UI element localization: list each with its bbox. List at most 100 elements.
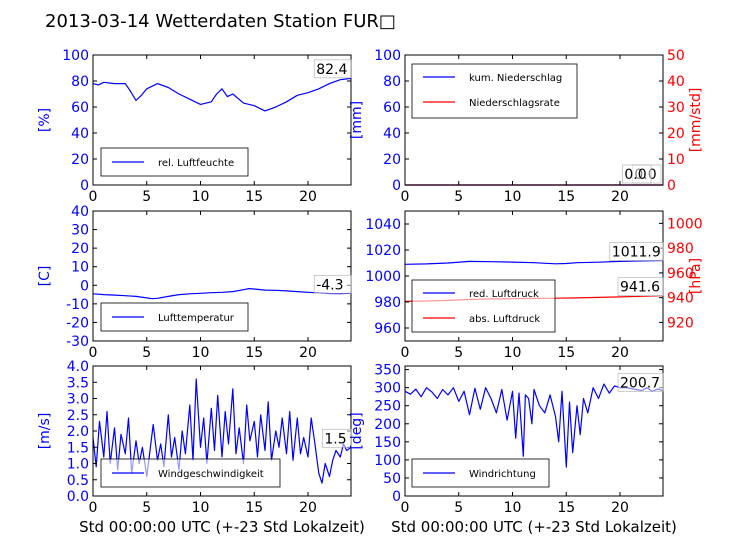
pressure-y-tick-label: 960 — [374, 321, 401, 337]
precipitation-legend-box — [411, 63, 578, 119]
wind-speed-x-axis-label: Std 00:00:00 UTC (+-23 Std Lokalzeit) — [79, 518, 365, 536]
temperature-x-tick-label: 5 — [142, 345, 151, 361]
figure-title: 2013-03-14 Wetterdaten Station FUR□ — [45, 11, 396, 32]
humidity-x-tick-label: 10 — [192, 189, 210, 205]
wind-direction-y-tick-label: 0 — [392, 489, 401, 505]
wind-direction-x-tick-label: 10 — [504, 500, 522, 516]
pressure-y-tick-label: 1040 — [365, 217, 401, 233]
wind-direction-legend-label: Windrichtung — [469, 469, 536, 480]
pressure-x-tick-label: 15 — [557, 345, 575, 361]
pressure-series-line-1 — [404, 259, 664, 265]
wind-direction-x-axis-label: Std 00:00:00 UTC (+-23 Std Lokalzeit) — [391, 518, 677, 536]
pressure-value-annotation: 1011.9 — [612, 245, 661, 261]
pressure-value-annotation-box — [609, 242, 664, 261]
humidity-legend-label: rel. Luftfeuchte — [158, 158, 234, 169]
precipitation-y-axis-label: [mm] — [349, 101, 365, 139]
precipitation-value-annotation-box — [622, 164, 652, 184]
wind-speed-y-axis-label: [m/s] — [37, 413, 53, 450]
wind-direction-x-tick-label: 5 — [454, 500, 463, 516]
precipitation-y2-tick-label: 30 — [667, 100, 685, 116]
wind-speed-y-tick-label: 1.5 — [67, 440, 89, 456]
wind-speed-y-tick-label: 3.0 — [67, 392, 89, 408]
wind-speed-y-tick-label: 3.5 — [67, 375, 89, 391]
precipitation-plot-frame — [404, 54, 664, 186]
humidity-series-line-1 — [92, 77, 352, 112]
temperature-series-line-1 — [92, 288, 352, 300]
temperature-y-tick-label: 10 — [71, 260, 89, 276]
precipitation-x-tick-label: 5 — [454, 189, 463, 205]
pressure-x-tick-label: 20 — [611, 345, 629, 361]
temperature-y-tick-label: -30 — [66, 334, 89, 350]
temperature-x-tick-label: 0 — [89, 345, 98, 361]
pressure-y-tick-label: 1000 — [365, 269, 401, 285]
wind-direction-x-tick-label: 20 — [611, 500, 629, 516]
humidity-value-annotation-box — [313, 59, 352, 79]
wind-direction-y-tick-label: 350 — [374, 363, 401, 379]
wind-direction-plot-frame — [404, 365, 664, 497]
precipitation-legend-label: Niederschlagsrate — [469, 98, 560, 109]
pressure-y2-tick-label: 920 — [667, 315, 694, 331]
pressure-y2-tick-label: 1000 — [667, 216, 703, 232]
wind-speed-value-annotation: 1.5 — [324, 431, 346, 447]
precipitation-x-tick-label: 15 — [557, 189, 575, 205]
pressure-x-tick-label: 10 — [504, 345, 522, 361]
wind-speed-y-tick-label: 2.5 — [67, 408, 89, 424]
wind-direction-y-tick-label: 300 — [374, 381, 401, 397]
wind-speed-x-tick-label: 5 — [142, 500, 151, 516]
humidity-y-tick-label: 0 — [80, 178, 89, 194]
temperature-y-tick-label: 40 — [71, 204, 89, 220]
pressure-value-annotation: 941.6 — [620, 280, 660, 296]
pressure-y2-tick-label: 940 — [667, 291, 694, 307]
humidity-plot-frame — [92, 54, 352, 186]
wind-speed-y-tick-label: 1.0 — [67, 457, 89, 473]
humidity-y-tick-label: 80 — [71, 74, 89, 90]
temperature-value-annotation: -4.3 — [316, 277, 343, 293]
humidity-x-tick-label: 0 — [89, 189, 98, 205]
temperature-x-tick-label: 15 — [245, 345, 263, 361]
precipitation-y2-tick-label: 0 — [667, 178, 676, 194]
humidity-y-tick-label: 100 — [62, 48, 89, 64]
wind-speed-legend-label: Windgeschwindigkeit — [158, 469, 264, 480]
temperature-y-axis-label: [C] — [37, 266, 53, 287]
wind-speed-x-tick-label: 0 — [89, 500, 98, 516]
wind-speed-x-tick-label: 20 — [299, 500, 317, 516]
wind-direction-y-axis-label: [deg] — [349, 412, 365, 449]
humidity-y-tick-label: 20 — [71, 152, 89, 168]
precipitation-y-tick-label: 80 — [383, 74, 401, 90]
wind-speed-y-tick-label: 0.0 — [67, 489, 89, 505]
temperature-y-tick-label: 30 — [71, 223, 89, 239]
precipitation-x-tick-label: 10 — [504, 189, 522, 205]
precipitation-y2-tick-label: 20 — [667, 126, 685, 142]
temperature-y-tick-label: -20 — [66, 315, 89, 331]
precipitation-x-tick-label: 0 — [401, 189, 410, 205]
pressure-legend-label: abs. Luftdruck — [469, 314, 540, 325]
humidity-x-tick-label: 15 — [245, 189, 263, 205]
wind-speed-y-tick-label: 0.5 — [67, 473, 89, 489]
wind-direction-x-tick-label: 0 — [401, 500, 410, 516]
pressure-x-tick-label: 5 — [454, 345, 463, 361]
precipitation-y2-tick-label: 50 — [667, 48, 685, 64]
wind-speed-value-annotation-box — [322, 428, 352, 448]
humidity-value-annotation: 82.4 — [316, 62, 347, 78]
wind-speed-x-tick-label: 10 — [192, 500, 210, 516]
humidity-x-tick-label: 20 — [299, 189, 317, 205]
precipitation-y-tick-label: 40 — [383, 126, 401, 142]
temperature-x-tick-label: 20 — [299, 345, 317, 361]
wind-speed-y-tick-label: 4.0 — [67, 359, 89, 375]
temperature-legend-label: Lufttemperatur — [158, 313, 235, 324]
pressure-y-tick-label: 1020 — [365, 243, 401, 259]
pressure-y2-tick-label: 980 — [667, 241, 694, 257]
precipitation-y-tick-label: 20 — [383, 152, 401, 168]
pressure-legend-box — [411, 279, 556, 333]
wind-direction-value-annotation-box — [617, 372, 664, 392]
wind-direction-series-line-1 — [404, 383, 664, 468]
pressure-legend-label: red. Luftdruck — [469, 289, 539, 300]
wind-direction-y-tick-label: 250 — [374, 399, 401, 415]
pressure-x-tick-label: 0 — [401, 345, 410, 361]
temperature-y-tick-label: -10 — [66, 297, 89, 313]
temperature-y-tick-label: 0 — [80, 278, 89, 294]
wind-direction-y-tick-label: 100 — [374, 453, 401, 469]
wind-direction-y-tick-label: 150 — [374, 435, 401, 451]
precipitation-y-tick-label: 0 — [392, 178, 401, 194]
